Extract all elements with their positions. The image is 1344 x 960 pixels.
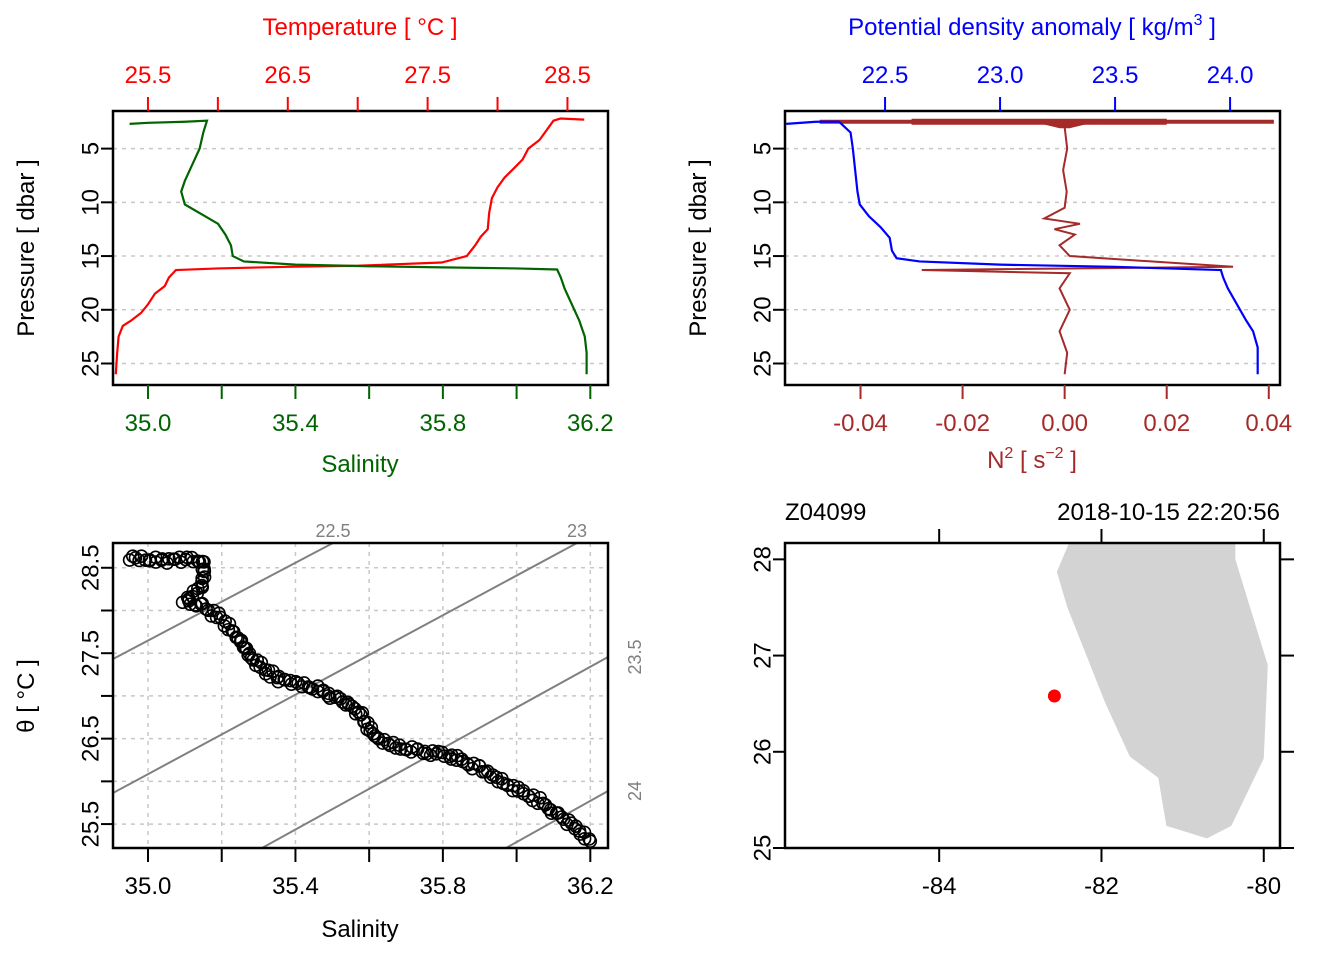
- latitude-tick-label: 26: [750, 738, 777, 765]
- temperature-tick-label: 26.5: [264, 62, 311, 89]
- longitude-tick-label: -84: [922, 873, 957, 900]
- n2-axis-label: N2 [ s−2 ]: [987, 445, 1077, 474]
- temperature-tick-label: 27.5: [404, 62, 451, 89]
- ts-point: [531, 796, 545, 811]
- n2-surface-spike: [1023, 119, 1106, 129]
- salinity-tick-label: 36.2: [567, 873, 614, 900]
- isopycnal-line: [112, 542, 578, 794]
- theta-tick-label: 26.5: [78, 715, 105, 762]
- n2-tick-label: 0.02: [1143, 410, 1190, 437]
- isopycnal-label: 23: [567, 521, 587, 541]
- pressure-axis-label: Pressure [ dbar ]: [685, 159, 712, 336]
- n2-line: [921, 126, 1234, 375]
- isopycnal-line: [112, 542, 334, 660]
- ts-point: [328, 690, 343, 704]
- ts-point: [195, 554, 210, 569]
- ts-point: [175, 595, 190, 610]
- density-tick-label: 23.5: [1092, 62, 1139, 89]
- station-marker: [1047, 689, 1061, 703]
- salinity-tick-label: 35.0: [125, 410, 172, 437]
- temperature-tick-label: 28.5: [544, 62, 591, 89]
- pressure-tick-label: 25: [78, 350, 105, 377]
- ts-point: [185, 589, 200, 604]
- station-datetime: 2018-10-15 22:20:56: [1057, 499, 1280, 526]
- density-line: [786, 120, 1259, 375]
- station-id: Z04099: [785, 499, 866, 526]
- ts-point: [128, 551, 143, 565]
- pressure-tick-label: 5: [750, 142, 777, 155]
- salinity-axis-label: Salinity: [321, 916, 398, 943]
- n2-tick-label: -0.02: [935, 410, 990, 437]
- ts-point: [388, 741, 403, 755]
- salinity-tick-label: 35.8: [420, 410, 467, 437]
- density-tick-label: 24.0: [1207, 62, 1254, 89]
- pressure-tick-label: 25: [750, 350, 777, 377]
- panel-station-map: -84 -82 -80 25 26 27 28 Z04099 2018-10-15 22:2…: [750, 499, 1294, 900]
- ts-point: [354, 708, 368, 722]
- pressure-tick-label: 15: [78, 243, 105, 270]
- salinity-tick-label: 35.4: [272, 410, 319, 437]
- n2-tick-label: 0.04: [1245, 410, 1292, 437]
- latitude-tick-label: 27: [750, 642, 777, 669]
- ts-point: [209, 610, 224, 625]
- ts-point: [368, 729, 382, 743]
- ts-point: [435, 745, 449, 760]
- longitude-tick-label: -82: [1084, 873, 1119, 900]
- panel-density-profile: 5 10 15 20 25 22.5 23.0 23.5 24.0 -0.04 -0.02 0.00 0…: [685, 12, 1292, 474]
- salinity-tick-label: 35.0: [125, 873, 172, 900]
- pressure-tick-label: 5: [78, 142, 105, 155]
- pressure-tick-label: 10: [78, 189, 105, 216]
- density-tick-label: 22.5: [862, 62, 909, 89]
- n2-tick-label: -0.04: [833, 410, 888, 437]
- salinity-tick-label: 36.2: [567, 410, 614, 437]
- temperature-tick-label: 25.5: [125, 62, 172, 89]
- ts-point: [134, 549, 149, 564]
- ts-point: [416, 746, 431, 761]
- ts-point: [195, 575, 209, 589]
- theta-tick-label: 25.5: [78, 801, 105, 848]
- latitude-tick-label: 28: [750, 546, 777, 573]
- ts-point: [197, 564, 212, 579]
- pressure-axis-label: Pressure [ dbar ]: [13, 159, 40, 336]
- isopycnal-label: 23.5: [625, 639, 645, 674]
- salinity-tick-label: 35.8: [420, 873, 467, 900]
- panel-ts-profile: 5 10 15 20 25 25.5 26.5 27.5 28.5 35.0 35.4 35.8 36.…: [13, 14, 614, 478]
- plot-frame: [111, 109, 610, 387]
- theta-tick-label: 27.5: [78, 630, 105, 677]
- florida-landmass: [1056, 543, 1268, 839]
- ts-point: [348, 707, 363, 721]
- theta-axis-label: θ [ °C ]: [13, 659, 40, 733]
- ts-point: [222, 616, 237, 631]
- salinity-axis-label: Salinity: [321, 451, 398, 478]
- isopycnal-label: 24: [625, 781, 645, 801]
- pressure-tick-label: 10: [750, 189, 777, 216]
- plot-frame: [783, 109, 1282, 387]
- temperature-line: [114, 117, 585, 375]
- density-axis-label: Potential density anomaly [ kg/m3 ]: [848, 12, 1216, 41]
- salinity-tick-label: 35.4: [272, 873, 319, 900]
- ts-point: [526, 788, 541, 802]
- temperature-axis-label: Temperature [ °C ]: [263, 14, 458, 41]
- pressure-tick-label: 15: [750, 243, 777, 270]
- ts-point: [122, 553, 137, 567]
- density-tick-label: 23.0: [977, 62, 1024, 89]
- isopycnal-label: 22.5: [315, 521, 350, 541]
- pressure-tick-label: 20: [78, 296, 105, 323]
- longitude-tick-label: -80: [1246, 873, 1281, 900]
- theta-tick-label: 28.5: [78, 544, 105, 591]
- map-frame: [783, 541, 1282, 850]
- n2-tick-label: 0.00: [1041, 410, 1088, 437]
- ts-point: [429, 746, 444, 761]
- salinity-line: [129, 119, 588, 375]
- ts-point: [283, 673, 298, 688]
- ts-point: [323, 691, 337, 706]
- panel-ts-diagram: 22.5 23 23.5 24 35.0 35.4 35.8 36.2 25.5 26.5 27.…: [13, 521, 645, 943]
- latitude-tick-label: 25: [750, 835, 777, 862]
- ts-point: [204, 609, 219, 623]
- pressure-tick-label: 20: [750, 296, 777, 323]
